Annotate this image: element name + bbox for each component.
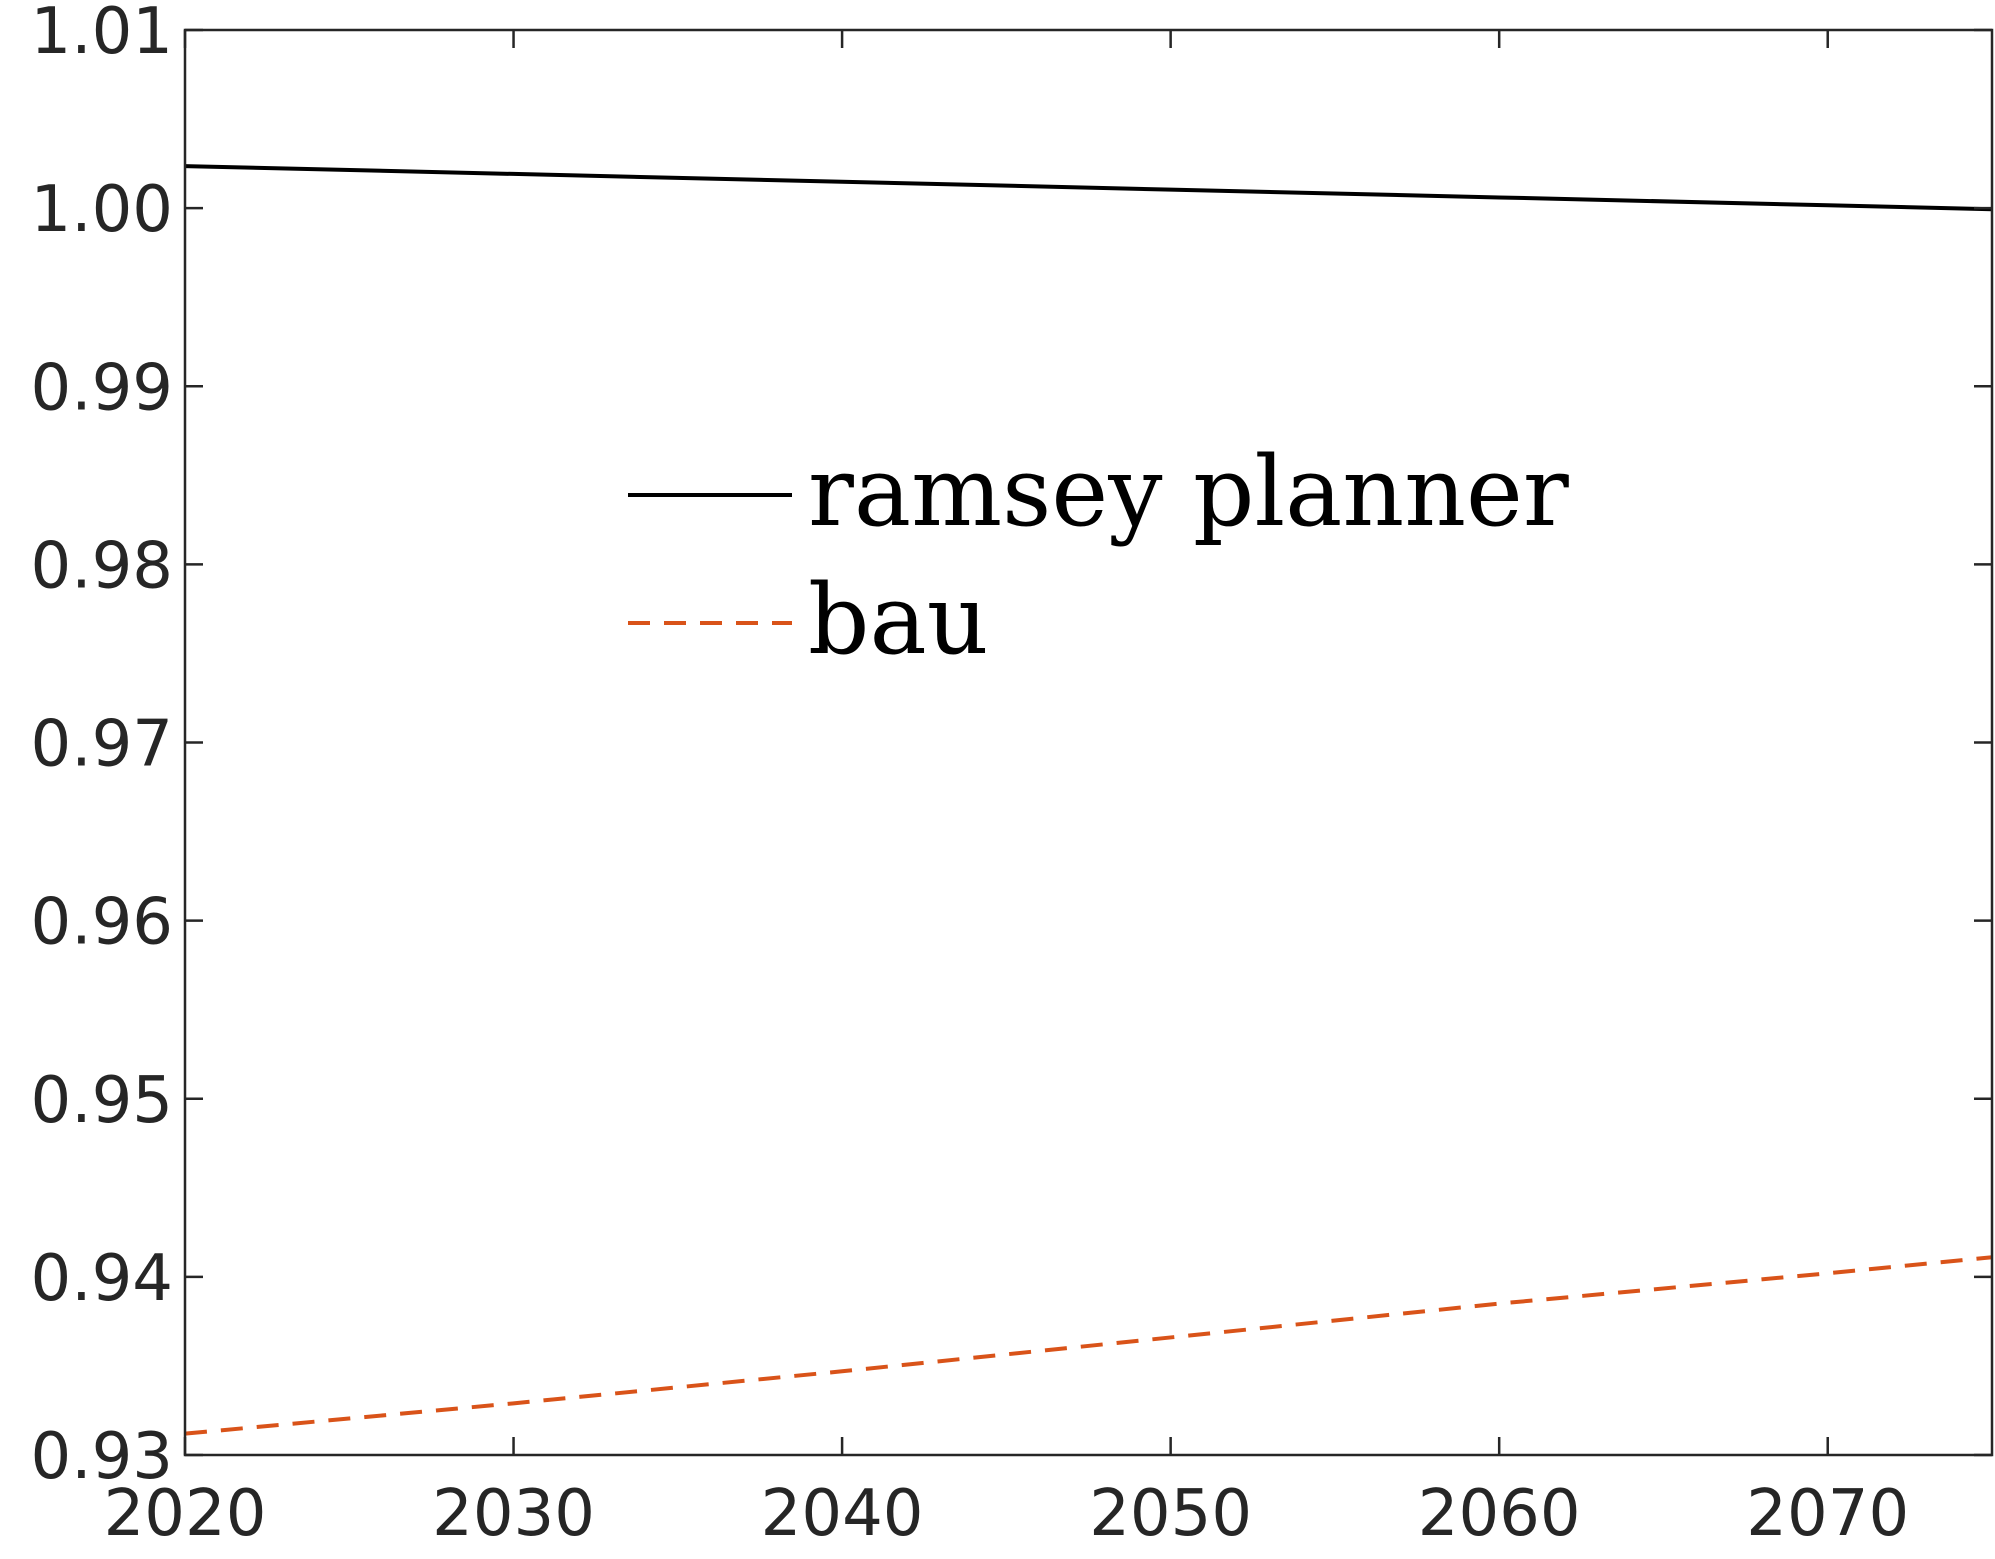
x-tick-label: 2060 [1418, 1477, 1581, 1551]
y-tick-label: 0.93 [31, 1420, 174, 1494]
y-tick-label: 1.00 [31, 173, 174, 247]
y-tick-label: 0.95 [31, 1064, 174, 1138]
y-tick-label: 0.96 [31, 886, 174, 960]
plot-area [185, 30, 1992, 1455]
y-tick-label: 0.98 [31, 529, 174, 603]
series-line-1 [184, 1255, 1993, 1436]
legend-label-0: ramsey planner [808, 436, 1569, 548]
y-tick-label: 0.94 [31, 1242, 174, 1316]
series-line-0 [184, 164, 1993, 212]
y-tick-label: 1.01 [31, 0, 174, 69]
x-tick-label: 2050 [1089, 1477, 1252, 1551]
series-layer [184, 164, 1993, 1436]
legend: ramsey planner bau [628, 436, 1569, 676]
x-tick-label: 2030 [432, 1477, 595, 1551]
x-tick-label: 2020 [104, 1477, 267, 1551]
legend-label-1: bau [808, 564, 989, 676]
x-tick-label: 2070 [1746, 1477, 1909, 1551]
y-tick-label: 0.97 [31, 708, 174, 782]
x-tick-label: 2040 [761, 1477, 924, 1551]
y-tick-label: 0.99 [31, 351, 174, 425]
axes-layer: 2020 2030 2040 2050 2060 2070 0.93 0.94 0.95 0.96… [31, 0, 1994, 1551]
